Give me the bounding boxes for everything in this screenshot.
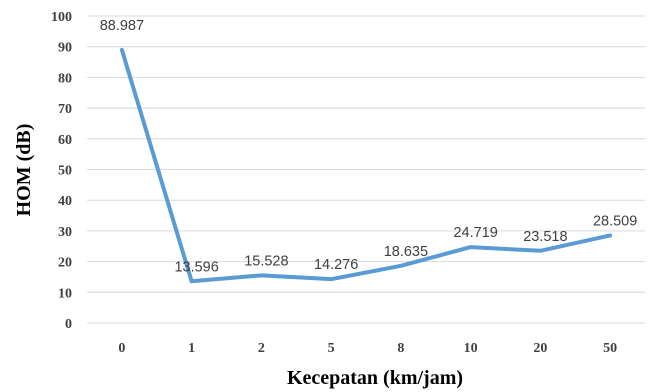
data-label: 23.518	[523, 229, 567, 245]
series-line	[119, 47, 613, 284]
x-tick-label: 20	[533, 341, 547, 356]
data-label: 13.596	[174, 259, 218, 275]
x-tick-label: 1	[188, 341, 195, 356]
x-tick-label: 5	[328, 341, 335, 356]
data-label: 24.719	[453, 225, 497, 241]
y-tick-label: 70	[58, 102, 72, 117]
y-axis-ticks: 0 10 20 30 40 50 60 70 80 90 100	[51, 10, 72, 332]
x-axis-title: Kecepatan (km/jam)	[287, 367, 463, 389]
data-label: 88.987	[100, 18, 144, 34]
series-layer	[119, 47, 613, 284]
gridlines	[87, 15, 645, 324]
y-tick-label: 0	[65, 317, 72, 332]
y-tick-label: 80	[58, 71, 72, 86]
y-tick-label: 30	[58, 225, 72, 240]
x-tick-label: 8	[397, 341, 404, 356]
data-label: 14.276	[314, 257, 358, 273]
data-label: 15.528	[244, 253, 288, 269]
y-axis-title: HOM (dB)	[13, 124, 35, 217]
x-tick-label: 0	[118, 341, 125, 356]
y-tick-label: 40	[58, 194, 72, 209]
y-tick-label: 60	[58, 133, 72, 148]
x-tick-label: 50	[603, 341, 617, 356]
y-tick-label: 10	[58, 286, 72, 301]
data-label: 28.509	[593, 213, 637, 229]
x-axis-ticks: 0 1 2 5 8 10 20 50	[118, 341, 617, 356]
x-tick-label: 2	[258, 341, 265, 356]
y-tick-label: 20	[58, 256, 72, 271]
data-labels: 88.987 13.596 15.528 14.276 18.635 24.719 23.5…	[100, 18, 638, 275]
y-tick-label: 90	[58, 41, 72, 56]
y-tick-label: 100	[51, 10, 72, 25]
y-tick-label: 50	[58, 164, 72, 179]
data-label: 18.635	[384, 244, 428, 260]
x-tick-label: 10	[464, 341, 478, 356]
